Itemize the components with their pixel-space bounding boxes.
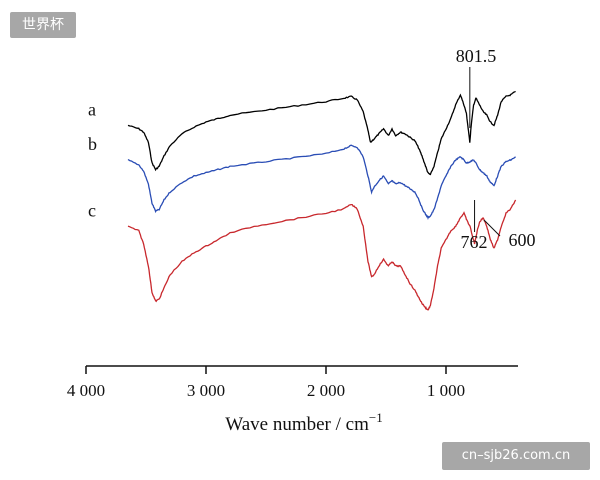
series-layer	[127, 90, 517, 311]
annotation-label-762: 762	[461, 232, 488, 252]
series-label-a: a	[88, 99, 96, 119]
x-tick-label: 2 000	[307, 381, 345, 400]
x-axis-title: Wave number / cm−1	[225, 410, 382, 435]
series-label-b: b	[88, 134, 97, 154]
x-tick-label: 4 000	[67, 381, 105, 400]
x-tick-layer: 4 000 3 000 2 000 1 000	[67, 366, 465, 400]
series-label-layer: ab c	[88, 99, 97, 220]
annotation-label-600: 600	[509, 230, 536, 250]
x-tick-label: 1 000	[427, 381, 465, 400]
x-axis-title-superscript: −1	[369, 410, 383, 425]
series-label-c: c	[88, 200, 96, 220]
annotation-label-801-5: 801.5	[456, 46, 497, 66]
series-line-a	[127, 90, 516, 176]
x-tick-label: 3 000	[187, 381, 225, 400]
annotation-layer: 801.5 762 600	[456, 46, 536, 252]
watermark-badge-top: 世界杯	[10, 12, 76, 38]
series-line-c	[127, 199, 517, 311]
series-line-b	[127, 144, 516, 221]
annotation-leader-600	[483, 219, 501, 237]
watermark-badge-bottom: cn–sjb26.com.cn	[442, 442, 590, 470]
